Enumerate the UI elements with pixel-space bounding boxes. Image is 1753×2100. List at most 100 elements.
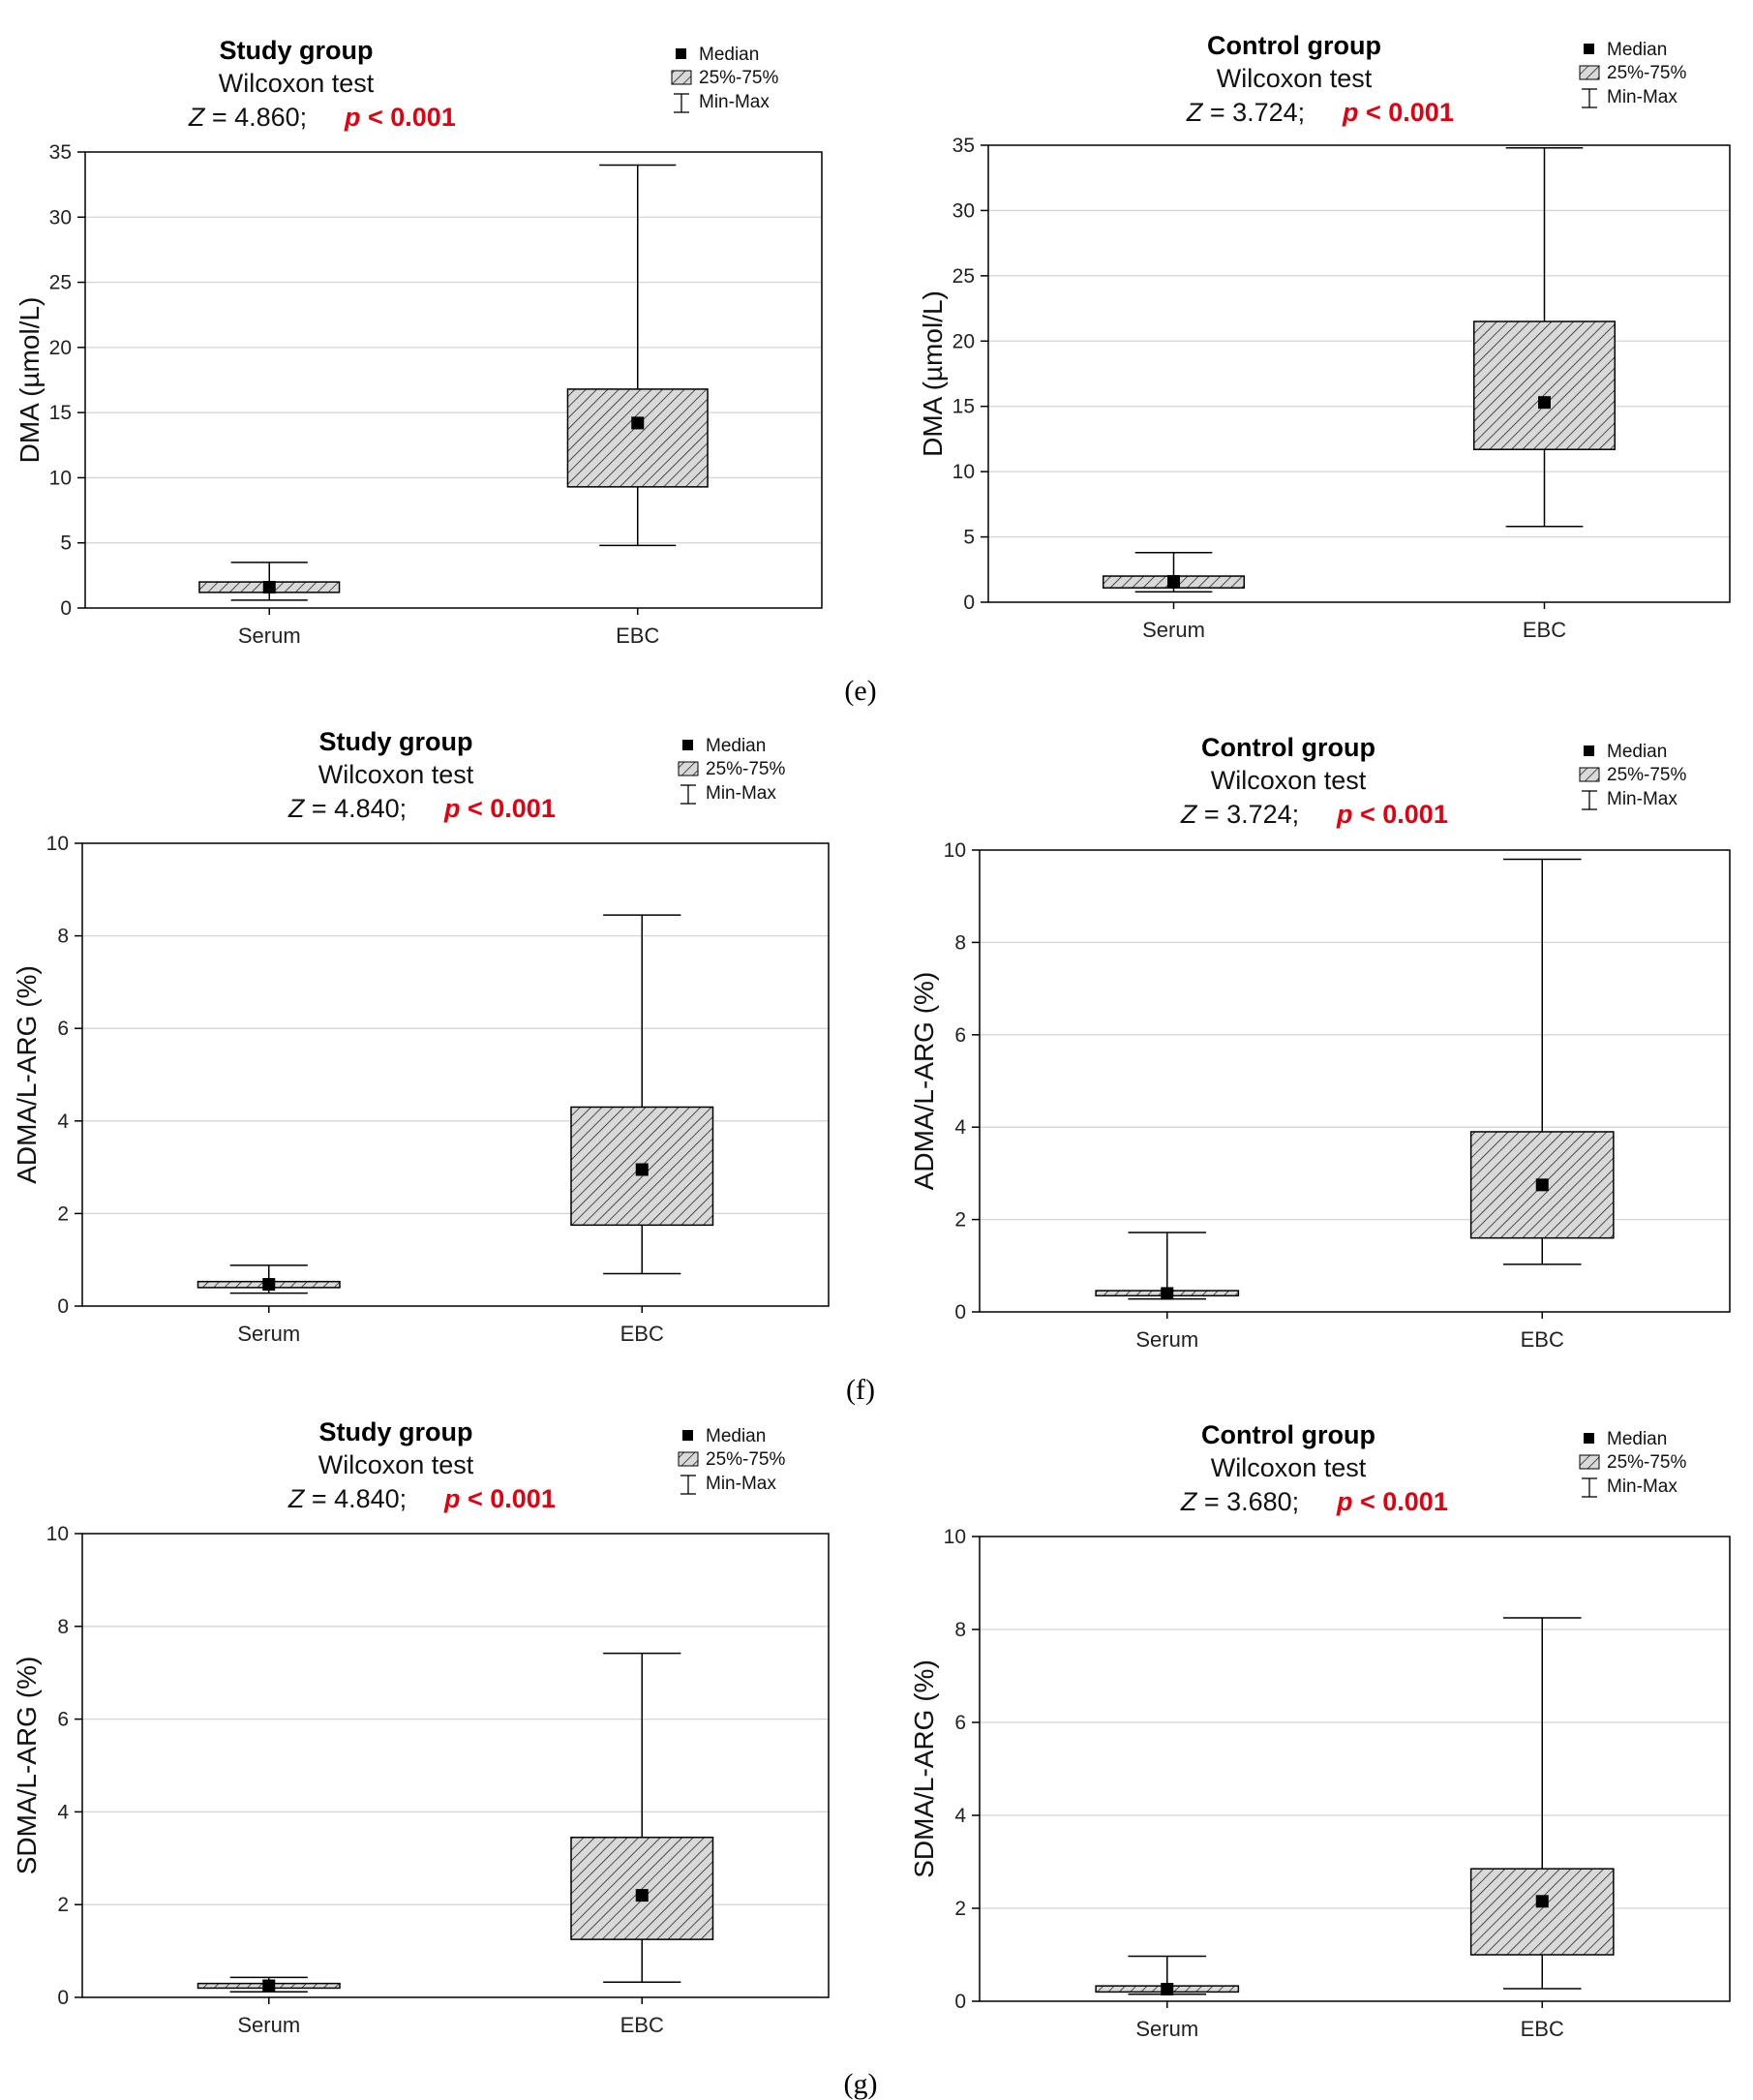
e-study-x-category-label: EBC (616, 624, 659, 648)
g-study-y-tick-label: 6 (57, 1709, 69, 1731)
e-study-y-axis-label: DMA (µmol/L) (15, 297, 45, 464)
f-control-median-marker (1535, 1178, 1549, 1192)
e-control-chart-title: Control group (1207, 31, 1381, 60)
f-study-median-marker (262, 1278, 276, 1292)
f-control-y-axis-label: ADMA/L-ARG (%) (909, 972, 939, 1191)
g-control-median-marker (1161, 1983, 1174, 1996)
e-control-test-statistic: Z = 3.724; (1186, 98, 1305, 127)
f-study-legend-iqr-swatch (678, 761, 699, 776)
g-control-y-tick-label: 0 (954, 1991, 966, 2013)
f-control-legend-iqr-swatch (1579, 767, 1600, 782)
f-study-chart-subtitle: Wilcoxon test (318, 760, 474, 789)
e-study-legend-range-label: Min-Max (699, 92, 770, 112)
e-study-plot-frame (84, 151, 823, 609)
g-control-legend-iqr-swatch (1579, 1454, 1600, 1470)
f-study-y-axis-label: ADMA/L-ARG (%) (12, 965, 42, 1184)
f-study-legend-iqr-label: 25%-75% (706, 759, 785, 779)
f-study-x-category-label: EBC (620, 1322, 664, 1346)
f-study-y-tick-label: 2 (57, 1202, 69, 1225)
g-study-y-tick-label: 4 (57, 1801, 69, 1823)
e-study-x-category-label: Serum (238, 624, 301, 648)
g-control-y-tick-label: 8 (954, 1619, 966, 1641)
g-control-legend-iqr-label: 25%-75% (1607, 1452, 1686, 1473)
e-control-median-marker (1538, 396, 1551, 410)
e-control-p-value: p < 0.001 (1342, 98, 1454, 127)
e-control-y-tick-label: 35 (952, 135, 975, 157)
g-control-legend-median-marker (1584, 1433, 1594, 1444)
e-control-chart-subtitle: Wilcoxon test (1217, 64, 1373, 93)
e-study-y-tick-label: 35 (49, 141, 72, 164)
g-control-median-marker (1535, 1895, 1549, 1908)
e-study-test-statistic: Z = 4.860; (188, 103, 307, 132)
f-study-p-value: p < 0.001 (443, 794, 556, 823)
f-study-x-category-label: Serum (237, 1322, 300, 1346)
e-study-y-tick-label: 0 (60, 597, 72, 620)
f-study-y-tick-label: 10 (46, 833, 69, 855)
e-study-median-marker (262, 580, 276, 593)
e-control-y-tick-label: 10 (952, 461, 975, 483)
g-control-iqr-box (1469, 1868, 1615, 1956)
g-control-y-tick-label: 6 (954, 1712, 966, 1734)
e-control-legend-iqr-swatch (1579, 65, 1600, 80)
e-control-y-tick-label: 15 (952, 396, 975, 418)
f-control-x-category-label: EBC (1521, 1327, 1564, 1352)
f-control-y-tick-label: 8 (954, 931, 966, 954)
e-study-y-tick-label: 15 (49, 402, 72, 424)
f-control-y-tick-label: 0 (954, 1301, 966, 1324)
e-control-legend-iqr-label: 25%-75% (1607, 63, 1686, 83)
f-control-legend-range-label: Min-Max (1607, 789, 1677, 809)
g-study-legend-median-label: Median (706, 1426, 766, 1446)
g-control-y-axis-label: SDMA/L-ARG (%) (909, 1659, 939, 1878)
panel-label-e: (e) (844, 675, 876, 707)
g-control-p-value: p < 0.001 (1336, 1487, 1448, 1516)
e-control-plot-frame (987, 144, 1731, 603)
g-control-y-tick-label: 10 (944, 1526, 966, 1548)
g-control-y-tick-label: 2 (954, 1898, 966, 1920)
f-control-legend-median-label: Median (1607, 742, 1667, 762)
e-study-y-tick-label: 25 (49, 272, 72, 294)
f-control-p-value: p < 0.001 (1336, 800, 1448, 829)
g-study-x-category-label: EBC (620, 2013, 664, 2037)
e-control-y-tick-label: 30 (952, 199, 975, 222)
f-control-median-marker (1161, 1287, 1174, 1300)
g-study-y-axis-label: SDMA/L-ARG (%) (12, 1657, 42, 1875)
e-study-y-tick-label: 20 (49, 337, 72, 359)
g-study-y-tick-label: 0 (57, 1987, 69, 2009)
e-control-y-tick-label: 5 (963, 527, 975, 549)
f-study-y-tick-label: 0 (57, 1295, 69, 1318)
g-study-plot-frame (81, 1533, 830, 1998)
f-control-chart-title: Control group (1201, 733, 1375, 762)
e-study-legend-median-marker (676, 48, 686, 59)
f-control-legend-iqr-label: 25%-75% (1607, 765, 1686, 785)
g-study-y-tick-label: 10 (46, 1523, 69, 1545)
g-study-median-marker (262, 1979, 276, 1993)
g-control-y-tick-label: 4 (954, 1805, 966, 1827)
f-control-plot-frame (979, 849, 1731, 1313)
g-study-legend-range-label: Min-Max (706, 1474, 776, 1494)
e-study-legend-median-label: Median (699, 45, 759, 65)
f-study-legend-median-label: Median (706, 736, 766, 756)
e-control-median-marker (1167, 574, 1180, 588)
e-control-x-category-label: Serum (1142, 618, 1205, 642)
g-study-p-value: p < 0.001 (443, 1484, 556, 1513)
g-study-legend-median-marker (682, 1430, 693, 1441)
f-study-y-tick-label: 4 (57, 1111, 69, 1133)
g-study-test-statistic: Z = 4.840; (287, 1484, 407, 1513)
g-control-legend-range-label: Min-Max (1607, 1476, 1677, 1497)
f-study-y-tick-label: 6 (57, 1018, 69, 1040)
g-study-x-category-label: Serum (237, 2013, 300, 2037)
e-control-y-tick-label: 25 (952, 265, 975, 288)
e-study-p-value: p < 0.001 (344, 103, 456, 132)
e-study-iqr-box (566, 388, 709, 488)
e-control-x-category-label: EBC (1523, 618, 1566, 642)
e-control-legend-median-label: Median (1607, 40, 1667, 60)
f-study-legend-range-label: Min-Max (706, 783, 776, 804)
g-study-legend-iqr-label: 25%-75% (706, 1449, 785, 1470)
g-control-legend-median-label: Median (1607, 1429, 1667, 1449)
f-study-y-tick-label: 8 (57, 926, 69, 948)
g-study-median-marker (635, 1889, 649, 1902)
f-control-y-tick-label: 10 (944, 839, 966, 862)
g-control-plot-frame (979, 1536, 1731, 2002)
e-control-iqr-box (1472, 320, 1617, 450)
